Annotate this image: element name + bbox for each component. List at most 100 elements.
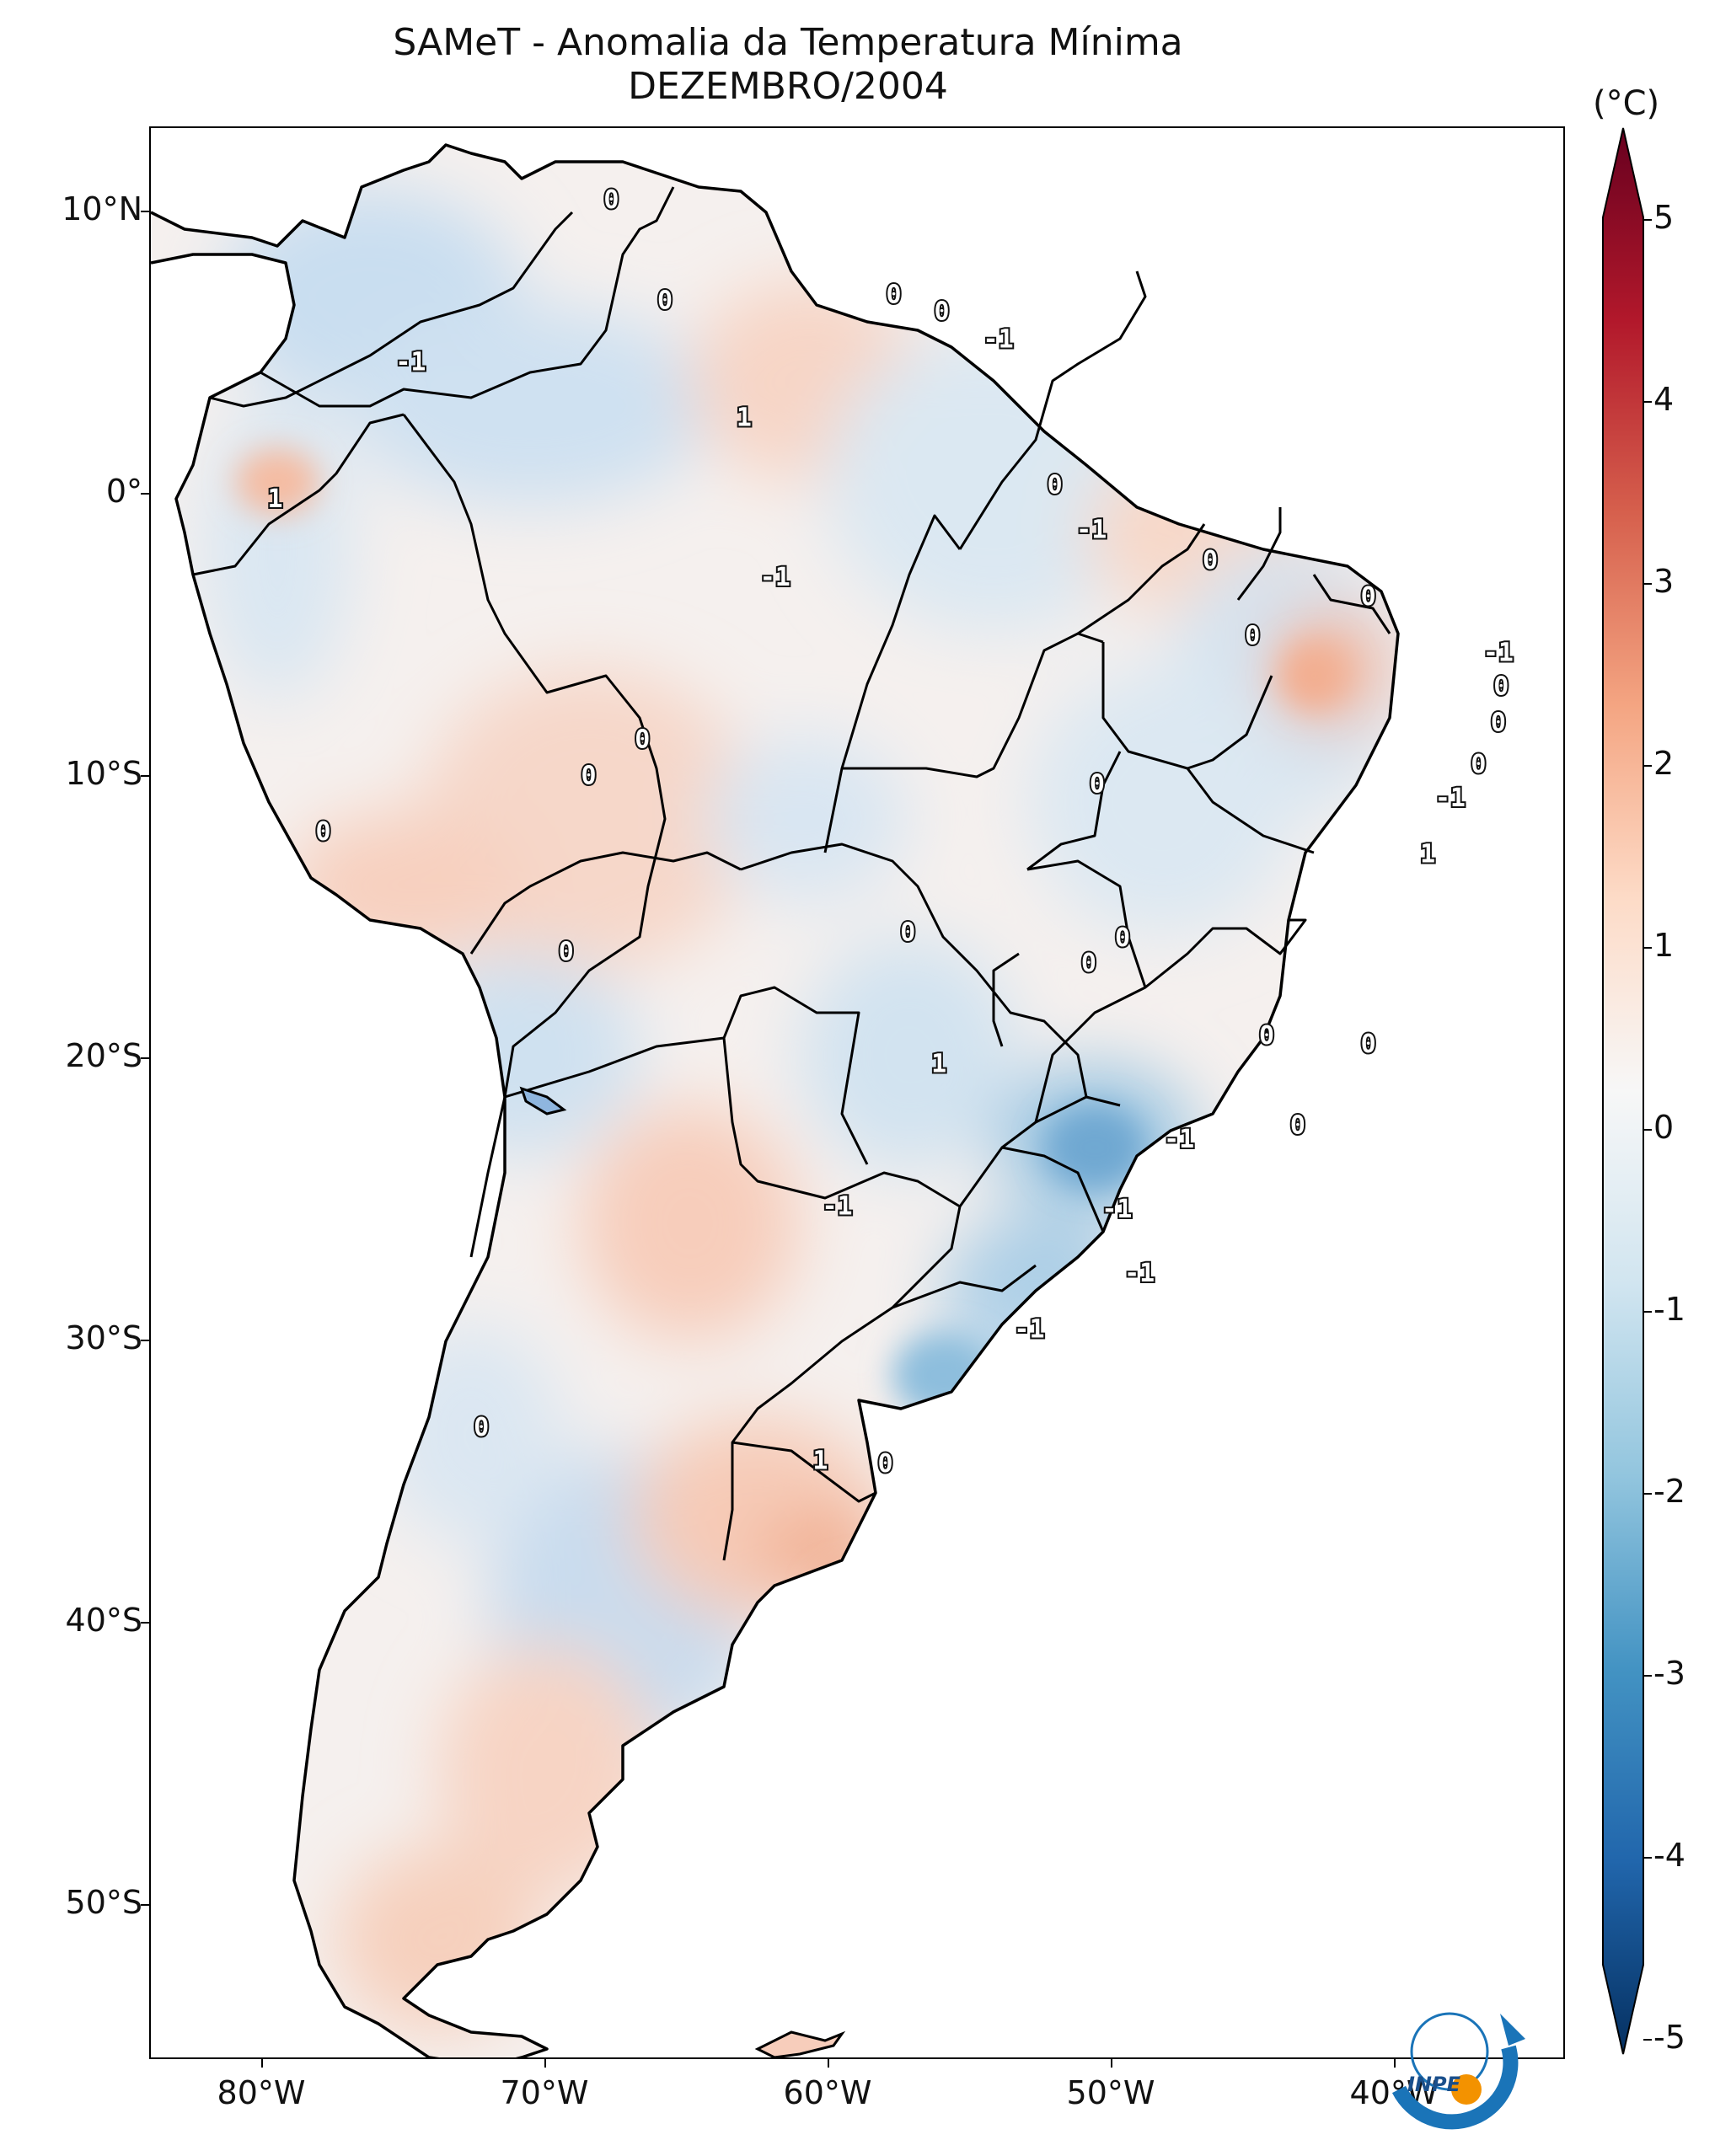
contour-label: 0 <box>1491 708 1506 737</box>
lat-tickmark <box>141 1057 149 1059</box>
lat-tickmark <box>141 493 149 495</box>
contour-label: 0 <box>603 185 619 215</box>
cbar-tickmark <box>1643 1129 1652 1131</box>
contour-label: 1 <box>812 1447 828 1476</box>
contour-label: 0 <box>657 286 673 315</box>
contour-label: 0 <box>1081 949 1096 978</box>
logo-arc <box>1391 2045 1519 2130</box>
anomaly-field <box>151 145 1398 2057</box>
contour-label: 0 <box>1290 1110 1305 1140</box>
contour-label: 1 <box>931 1049 946 1078</box>
coastline <box>151 143 1400 2057</box>
lon-tickmark <box>261 2059 263 2068</box>
contour-label: 0 <box>1203 546 1218 575</box>
contour-label: -1 <box>983 325 1014 355</box>
logo-ring <box>1410 2012 1489 2091</box>
contour-label: 0 <box>1361 1030 1376 1059</box>
contour-label: 0 <box>581 761 597 790</box>
contour-label: 0 <box>559 938 574 967</box>
cbar-tick-m3: -3 <box>1653 1655 1685 1692</box>
cbar-tickmark <box>1643 1311 1652 1313</box>
contour-label: 0 <box>887 281 902 310</box>
contour-label: -1 <box>760 563 790 592</box>
contour-label: 0 <box>635 725 650 754</box>
contour-label: 1 <box>267 484 282 514</box>
contour-label: 0 <box>1361 582 1376 612</box>
cbar-tick-5: 5 <box>1653 199 1675 236</box>
contour-label: -1 <box>1076 515 1107 544</box>
colorbar <box>1602 127 1644 2055</box>
contour-label: 0 <box>474 1413 489 1442</box>
cbar-tick-m4: -4 <box>1653 1837 1685 1874</box>
contour-label: -1 <box>1101 1195 1132 1224</box>
contour-label: -1 <box>395 347 426 377</box>
colorbar-unit: (°C) <box>1593 84 1660 123</box>
cbar-tick-2: 2 <box>1653 745 1675 782</box>
cbar-tickmark <box>1643 583 1652 585</box>
lat-tick-30s: 30°S <box>65 1319 142 1356</box>
inpe-logo: INPE <box>1391 2012 1525 2130</box>
lat-tickmark <box>141 1904 149 1906</box>
cbar-tickmark <box>1643 765 1652 767</box>
cbar-tickmark <box>1643 947 1652 949</box>
cbar-tick-0: 0 <box>1653 1109 1675 1146</box>
cbar-tick-3: 3 <box>1653 563 1675 600</box>
cbar-tick-1: 1 <box>1653 927 1675 964</box>
lon-tickmark <box>828 2059 829 2068</box>
contour-label: 1 <box>1420 839 1435 869</box>
contour-label: -1 <box>1164 1125 1194 1154</box>
cbar-tickmark <box>1643 219 1652 221</box>
lat-tick-20s: 20°S <box>65 1037 142 1074</box>
contour-label: -1 <box>1435 784 1466 813</box>
lon-tick-80w: 80°W <box>217 2074 306 2111</box>
cbar-tick-m1: -1 <box>1653 1291 1685 1328</box>
map-panel: 0 0 0 0 -1 -1 1 0 1 -1 -1 0 0 0 -1 0 0 0 0 0 0 -1 0 1 0 0 0 0 0 1 0 0 -1… <box>149 126 1565 2059</box>
cbar-tick-m5: -5 <box>1653 2019 1685 2056</box>
cbar-tickmark <box>1643 1675 1652 1677</box>
lat-tickmark <box>141 211 149 212</box>
lat-tickmark <box>141 1340 149 1341</box>
contour-label: 0 <box>1115 923 1130 953</box>
malvinas-island <box>754 2030 846 2057</box>
title-line-1: SAMeT - Anomalia da Temperatura Mínima <box>393 21 1183 64</box>
contour-label: 0 <box>315 817 330 847</box>
contour-label: 0 <box>1493 671 1509 701</box>
figure-title: SAMeT - Anomalia da Temperatura Mínima D… <box>152 21 1424 109</box>
lat-tick-50s: 50°S <box>65 1884 142 1921</box>
contour-label: 0 <box>1471 750 1486 779</box>
lon-tickmark <box>1111 2059 1112 2068</box>
cbar-tickmark <box>1643 2039 1652 2041</box>
cbar-tick-m2: -2 <box>1653 1473 1685 1510</box>
contour-label: 1 <box>737 404 752 433</box>
lat-tick-10s: 10°S <box>65 755 142 792</box>
borders <box>192 186 1391 1561</box>
lon-tick-70w: 70°W <box>500 2074 589 2111</box>
lat-tick-10n: 10°N <box>62 190 142 227</box>
lat-tickmark <box>141 775 149 777</box>
contour-label: 0 <box>900 918 915 947</box>
cbar-tick-4: 4 <box>1653 381 1675 418</box>
contour-label: 0 <box>1090 769 1105 799</box>
cbar-tickmark <box>1643 401 1652 403</box>
lat-tickmark <box>141 1622 149 1624</box>
lake-titicaca <box>519 1086 567 1115</box>
contour-label: -1 <box>1014 1315 1044 1345</box>
contour-label: -1 <box>822 1192 852 1222</box>
lat-tick-0: 0° <box>105 473 142 510</box>
contour-label: -1 <box>1124 1259 1155 1288</box>
cbar-tickmark <box>1643 1493 1652 1495</box>
contour-label: 0 <box>1048 470 1063 500</box>
lon-tick-60w: 60°W <box>783 2074 872 2111</box>
lon-tick-50w: 50°W <box>1066 2074 1155 2111</box>
lon-tickmark <box>544 2059 546 2068</box>
logo-dot <box>1451 2074 1482 2105</box>
contour-label: 0 <box>1245 622 1260 651</box>
contour-label: 0 <box>935 297 950 327</box>
logo-text: INPE <box>1407 2073 1461 2096</box>
lat-tick-40s: 40°S <box>65 1602 142 1639</box>
contour-label: 0 <box>877 1449 892 1479</box>
contour-label: -1 <box>1483 638 1514 667</box>
cbar-tickmark <box>1643 1857 1652 1859</box>
